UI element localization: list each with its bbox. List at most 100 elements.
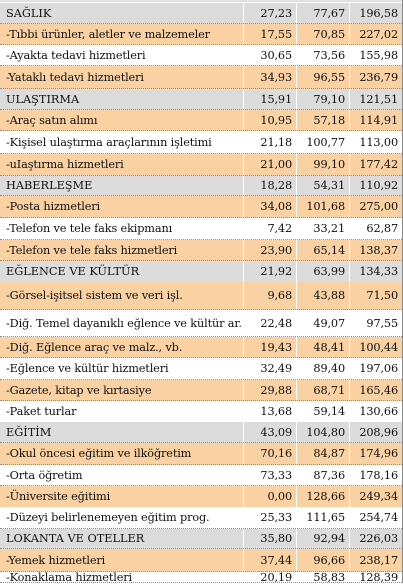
value-col-1: 20,19	[243, 571, 296, 584]
table-row: -Düzeyi belirlenemeyen eğitim prog. 25,33…	[0, 507, 402, 529]
value-col-2: 96,55	[296, 66, 349, 88]
table-row: -Yemek hizmetleri 37,44 96,66 238,17	[0, 549, 402, 572]
item-name: -Kişisel ulaştırma araçlarının işletimi	[6, 135, 212, 149]
item-name: -Üniversite eğitimi	[6, 490, 111, 503]
value-col-1: 10,95	[243, 110, 296, 130]
value-col-3: 197,06	[349, 358, 402, 379]
table-row: -Okul öncesi eğitim ve ilköğretim 70,16 84…	[0, 443, 402, 465]
item-name: -Posta hizmetleri	[6, 200, 100, 213]
value-col-2: 128,66	[296, 486, 349, 507]
value-col-1: 7,42	[243, 218, 296, 239]
table-row: -Yataklı tedavi hizmetleri 34,93 96,55 236,…	[0, 66, 402, 89]
value-col-3: 114,91	[349, 110, 402, 130]
table-row: -Telefon ve tele faks hizmetleri 23,90 65,…	[0, 240, 402, 261]
item-name: -Eğlence ve kültür hizmetleri	[6, 362, 169, 375]
value-col-3: 249,34	[349, 486, 402, 507]
category-name: LOKANTA VE OTELLER	[6, 532, 145, 545]
value-col-1: 18,28	[243, 176, 296, 195]
value-col-1: 21,18	[243, 131, 296, 153]
value-col-1: 34,08	[243, 196, 296, 217]
value-col-1: 13,68	[243, 401, 296, 422]
value-col-3: 208,96	[349, 422, 402, 442]
table-row: -Üniversite eğitimi 0,00 128,66 249,34	[0, 486, 402, 508]
table-row: -Eğlence ve kültür hizmetleri 32,49 89,40 1…	[0, 358, 402, 380]
table-row: -Diğ. Eğlence araç ve malz., vb. 19,43 48,…	[0, 337, 402, 358]
category-name: EĞİTİM	[6, 425, 52, 439]
value-col-3: 238,17	[349, 549, 402, 571]
value-col-3: 128,39	[349, 571, 402, 584]
value-col-1: 9,68	[243, 282, 296, 309]
value-col-1: 37,44	[243, 549, 296, 571]
value-col-3: 227,02	[349, 24, 402, 44]
value-col-2: 89,40	[296, 358, 349, 379]
value-col-2: 111,65	[296, 507, 349, 528]
value-col-3: 130,66	[349, 401, 402, 422]
value-col-1: 21,92	[243, 261, 296, 282]
value-col-3: 121,51	[349, 89, 402, 109]
table-row: -Kişisel ulaştırma araçlarının işletimi 2…	[0, 131, 402, 154]
item-name: -Paket turlar	[6, 405, 77, 418]
value-col-3: 110,92	[349, 176, 402, 195]
value-col-1: 73,33	[243, 465, 296, 485]
category-name: HABERLEŞME	[6, 179, 93, 192]
item-name: -Diğ. Eğlence araç ve malz., vb.	[6, 340, 183, 354]
value-col-2: 92,94	[296, 529, 349, 548]
value-col-2: 58,83	[296, 571, 349, 584]
value-col-2: 99,10	[296, 154, 349, 175]
value-col-2: 100,77	[296, 131, 349, 153]
value-col-2: 84,87	[296, 443, 349, 464]
value-col-1: 27,23	[243, 3, 296, 23]
value-col-1: 25,33	[243, 507, 296, 528]
table-row: -uIaştırma hizmetleri 21,00 99,10 177,42	[0, 154, 402, 176]
value-col-3: 138,37	[349, 240, 402, 260]
table-row: -Posta hizmetleri 34,08 101,68 275,00	[0, 196, 402, 218]
value-col-2: 79,10	[296, 89, 349, 109]
item-name: -Ayakta tedavi hizmetleri	[6, 48, 146, 62]
value-col-2: 48,41	[296, 337, 349, 357]
category-row: HABERLEŞME 18,28 54,31 110,92	[0, 176, 402, 196]
item-name: -Araç satın alımı	[6, 113, 98, 127]
value-col-3: 100,44	[349, 337, 402, 357]
value-col-2: 33,21	[296, 218, 349, 239]
value-col-1: 15,91	[243, 89, 296, 109]
value-col-2: 68,71	[296, 380, 349, 400]
table-row: -Araç satın alımı 10,95 57,18 114,91	[0, 110, 402, 131]
value-col-3: 62,87	[349, 218, 402, 239]
item-name: -Orta öğretim	[6, 468, 83, 482]
item-name: -Gazete, kitap ve kırtasiye	[6, 383, 152, 397]
table-row: -Diğ. Temel dayanıklı eğlence ve kültür …	[0, 310, 402, 337]
value-col-1: 23,90	[243, 240, 296, 260]
value-col-1: 29,88	[243, 380, 296, 400]
category-name: EĞLENCE VE KÜLTÜR	[6, 265, 140, 278]
value-col-3: 71,50	[349, 282, 402, 309]
item-name: -Yataklı tedavi hizmetleri	[6, 70, 144, 84]
table-row: -Paket turlar 13,68 59,14 130,66	[0, 401, 402, 423]
value-col-1: 34,93	[243, 66, 296, 88]
value-col-2: 59,14	[296, 401, 349, 422]
value-col-2: 101,68	[296, 196, 349, 217]
value-col-3: 134,33	[349, 261, 402, 282]
value-col-2: 63,99	[296, 261, 349, 282]
value-col-3: 178,16	[349, 465, 402, 485]
item-name: -Konaklama hizmetleri	[6, 572, 132, 582]
value-col-1: 17,55	[243, 24, 296, 44]
item-name: -Telefon ve tele faks ekipmanı	[6, 222, 173, 235]
value-col-2: 70,85	[296, 24, 349, 44]
value-col-2: 57,18	[296, 110, 349, 130]
value-col-3: 226,03	[349, 529, 402, 548]
value-col-1: 22,48	[243, 310, 296, 336]
category-row: SAĞLIK 27,23 77,67 196,58	[0, 3, 402, 24]
item-name: -Yemek hizmetleri	[6, 553, 106, 567]
category-row: ULAŞTIRMA 15,91 79,10 121,51	[0, 89, 402, 110]
value-col-1: 70,16	[243, 443, 296, 464]
item-name: -Telefon ve tele faks hizmetleri	[6, 243, 178, 257]
category-row: EĞLENCE VE KÜLTÜR 21,92 63,99 134,33	[0, 261, 402, 283]
item-name: -Diğ. Temel dayanıklı eğlence ve kültür …	[6, 316, 242, 330]
category-name: SAĞLIK	[6, 6, 52, 20]
value-col-3: 155,98	[349, 45, 402, 65]
category-row: EĞİTİM 43,09 104,80 208,96	[0, 422, 402, 443]
value-col-1: 21,00	[243, 154, 296, 175]
value-col-1: 43,09	[243, 422, 296, 442]
table-row: -Görsel-işitsel sistem ve veri işl. 9,68 4…	[0, 282, 402, 310]
table-row: -Telefon ve tele faks ekipmanı 7,42 33,21 6…	[0, 218, 402, 240]
